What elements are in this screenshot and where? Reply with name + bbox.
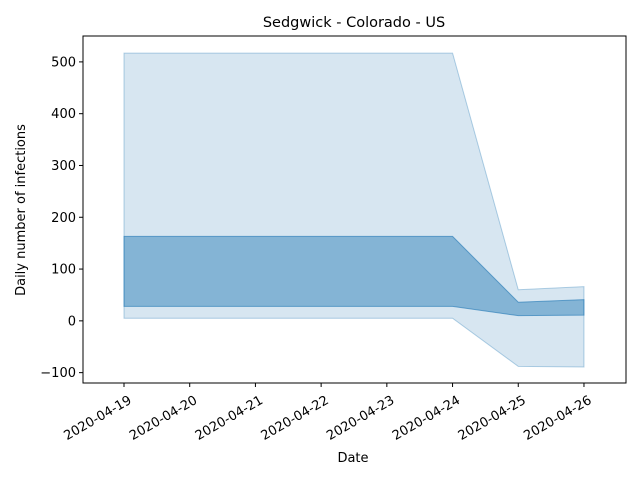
- x-tick-label: 2020-04-20: [127, 393, 200, 444]
- x-tick-label: 2020-04-19: [61, 393, 134, 444]
- y-axis: −100 0 100 200 300 400 500: [40, 55, 83, 381]
- y-tick-label: −100: [40, 366, 76, 381]
- x-tick-label: 2020-04-26: [521, 393, 594, 444]
- x-tick-label: 2020-04-21: [193, 393, 266, 444]
- y-tick-label: 400: [51, 107, 76, 122]
- band-inner: [123, 235, 585, 317]
- x-tick-label: 2020-04-22: [259, 393, 332, 444]
- y-tick-label: 200: [51, 211, 76, 226]
- x-tick-label: 2020-04-25: [456, 393, 529, 444]
- y-tick-label: 100: [51, 263, 76, 278]
- band-outer: [123, 52, 585, 368]
- y-tick-label: 500: [51, 55, 76, 70]
- x-tick-label: 2020-04-23: [324, 393, 397, 444]
- x-axis-label: Date: [337, 451, 368, 466]
- y-tick-label: 0: [68, 314, 76, 329]
- y-tick-label: 300: [51, 159, 76, 174]
- plot-frame: [82, 35, 627, 384]
- y-axis-label: Daily number of infections: [14, 124, 29, 296]
- bands-layer: [123, 52, 585, 368]
- x-tick-label: 2020-04-24: [390, 393, 463, 444]
- x-axis: 2020-04-192020-04-202020-04-212020-04-22…: [61, 383, 594, 444]
- chart-title: Sedgwick - Colorado - US: [263, 15, 445, 31]
